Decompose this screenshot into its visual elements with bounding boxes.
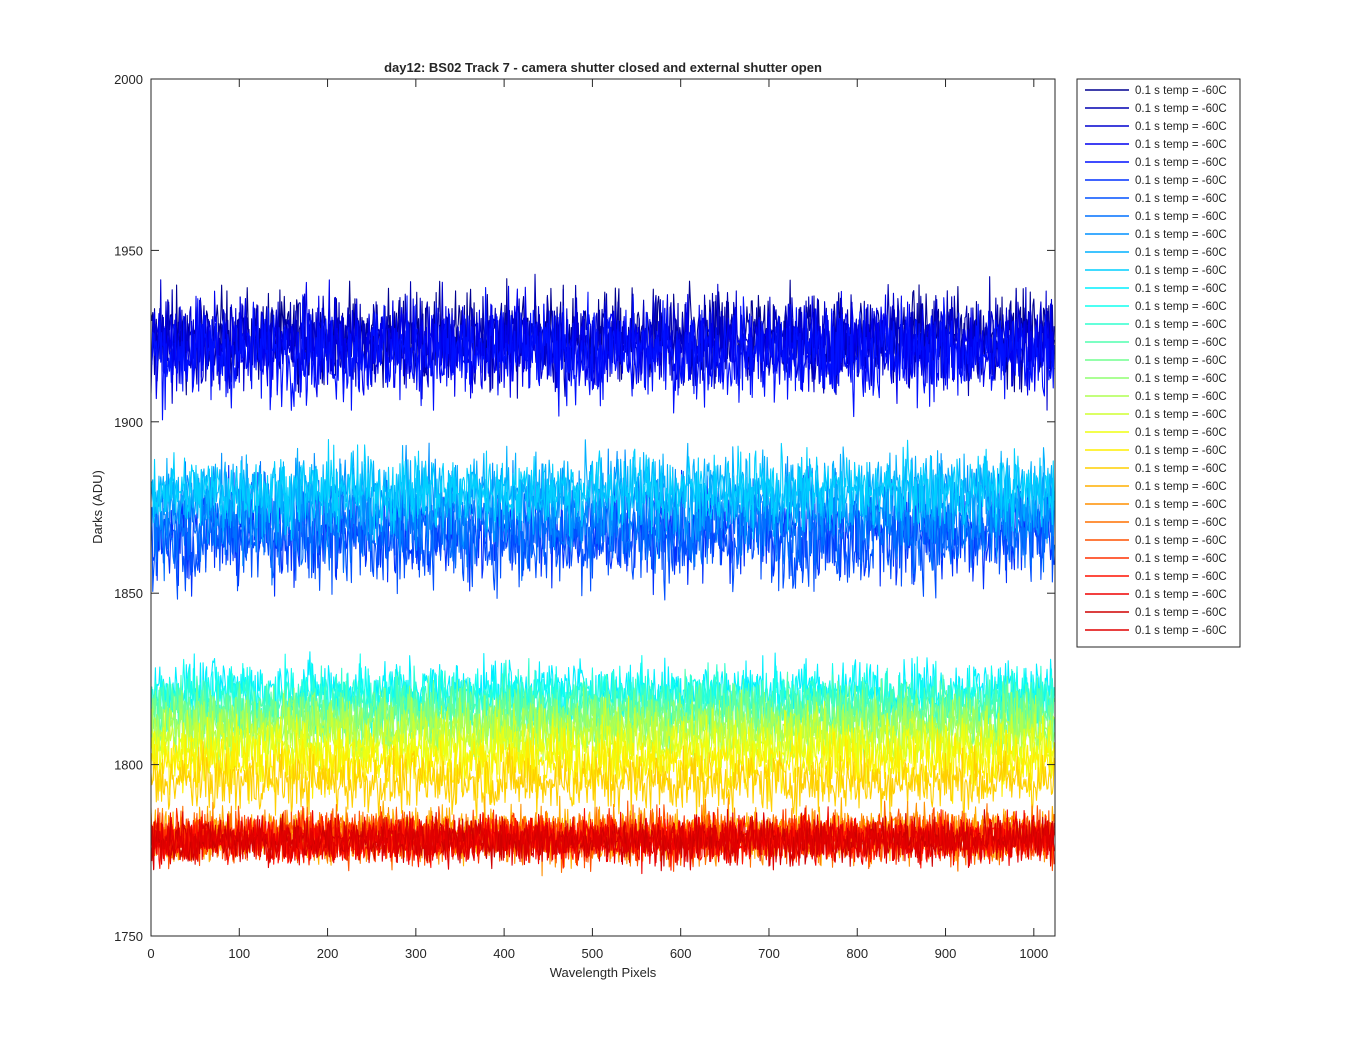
- legend-label: 0.1 s temp = -60C: [1135, 499, 1227, 511]
- legend-box: [1076, 78, 1241, 648]
- legend-label: 0.1 s temp = -60C: [1135, 373, 1227, 385]
- y-tick-label: 1750: [114, 929, 143, 944]
- x-tick-label: 100: [228, 946, 250, 961]
- legend-label: 0.1 s temp = -60C: [1135, 85, 1227, 97]
- legend-label: 0.1 s temp = -60C: [1135, 139, 1227, 151]
- x-tick-label: 800: [846, 946, 868, 961]
- legend-label: 0.1 s temp = -60C: [1135, 337, 1227, 349]
- legend-label: 0.1 s temp = -60C: [1135, 175, 1227, 187]
- x-axis-label: Wavelength Pixels: [550, 965, 657, 980]
- x-tick-label: 700: [758, 946, 780, 961]
- legend-label: 0.1 s temp = -60C: [1135, 589, 1227, 601]
- ticks-layer: 0 100 200 300 400 500 600 700 800 900 1000 1750 1800…: [114, 72, 1055, 961]
- series-line-8: [151, 460, 1055, 586]
- legend-label: 0.1 s temp = -60C: [1135, 319, 1227, 331]
- legend-label: 0.1 s temp = -60C: [1135, 157, 1227, 169]
- legend-label: 0.1 s temp = -60C: [1135, 607, 1227, 619]
- legend-label: 0.1 s temp = -60C: [1135, 409, 1227, 421]
- legend-label: 0.1 s temp = -60C: [1135, 103, 1227, 115]
- legend-label: 0.1 s temp = -60C: [1135, 247, 1227, 259]
- series-line-5: [151, 286, 1055, 421]
- legend-label: 0.1 s temp = -60C: [1135, 193, 1227, 205]
- y-tick-label: 1900: [114, 415, 143, 430]
- series-line-11: [151, 439, 1055, 541]
- x-tick-label: 600: [670, 946, 692, 961]
- y-tick-label: 1850: [114, 586, 143, 601]
- y-tick-label: 2000: [114, 72, 143, 87]
- x-tick-label: 0: [147, 946, 154, 961]
- legend-label: 0.1 s temp = -60C: [1135, 481, 1227, 493]
- legend-label: 0.1 s temp = -60C: [1135, 229, 1227, 241]
- legend: 0.1 s temp = -60C 0.1 s temp = -60C 0.1 s …: [1076, 78, 1241, 648]
- y-tick-label: 1800: [114, 758, 143, 773]
- legend-label: 0.1 s temp = -60C: [1135, 283, 1227, 295]
- legend-label: 0.1 s temp = -60C: [1135, 427, 1227, 439]
- legend-label: 0.1 s temp = -60C: [1135, 535, 1227, 547]
- legend-label: 0.1 s temp = -60C: [1135, 625, 1227, 637]
- y-tick-label: 1950: [114, 243, 143, 258]
- series-layer: [151, 273, 1055, 877]
- legend-label: 0.1 s temp = -60C: [1135, 211, 1227, 223]
- series-line-22: [151, 741, 1055, 821]
- x-tick-label: 1000: [1019, 946, 1048, 961]
- series-line-21: [151, 723, 1055, 806]
- series-line-31: [151, 809, 1055, 871]
- legend-label: 0.1 s temp = -60C: [1135, 445, 1227, 457]
- legend-label: 0.1 s temp = -60C: [1135, 391, 1227, 403]
- legend-label: 0.1 s temp = -60C: [1135, 265, 1227, 277]
- chart-title: day12: BS02 Track 7 - camera shutter clo…: [384, 60, 822, 75]
- plot-box: [150, 78, 1056, 937]
- x-tick-label: 500: [582, 946, 604, 961]
- legend-label: 0.1 s temp = -60C: [1135, 301, 1227, 313]
- x-tick-label: 200: [317, 946, 339, 961]
- y-axis-label: Darks (ADU): [90, 470, 105, 544]
- x-tick-label: 900: [935, 946, 957, 961]
- legend-label: 0.1 s temp = -60C: [1135, 121, 1227, 133]
- x-tick-label: 400: [493, 946, 515, 961]
- legend-label: 0.1 s temp = -60C: [1135, 571, 1227, 583]
- x-tick-label: 300: [405, 946, 427, 961]
- legend-label: 0.1 s temp = -60C: [1135, 517, 1227, 529]
- legend-label: 0.1 s temp = -60C: [1135, 355, 1227, 367]
- legend-label: 0.1 s temp = -60C: [1135, 463, 1227, 475]
- legend-label: 0.1 s temp = -60C: [1135, 553, 1227, 565]
